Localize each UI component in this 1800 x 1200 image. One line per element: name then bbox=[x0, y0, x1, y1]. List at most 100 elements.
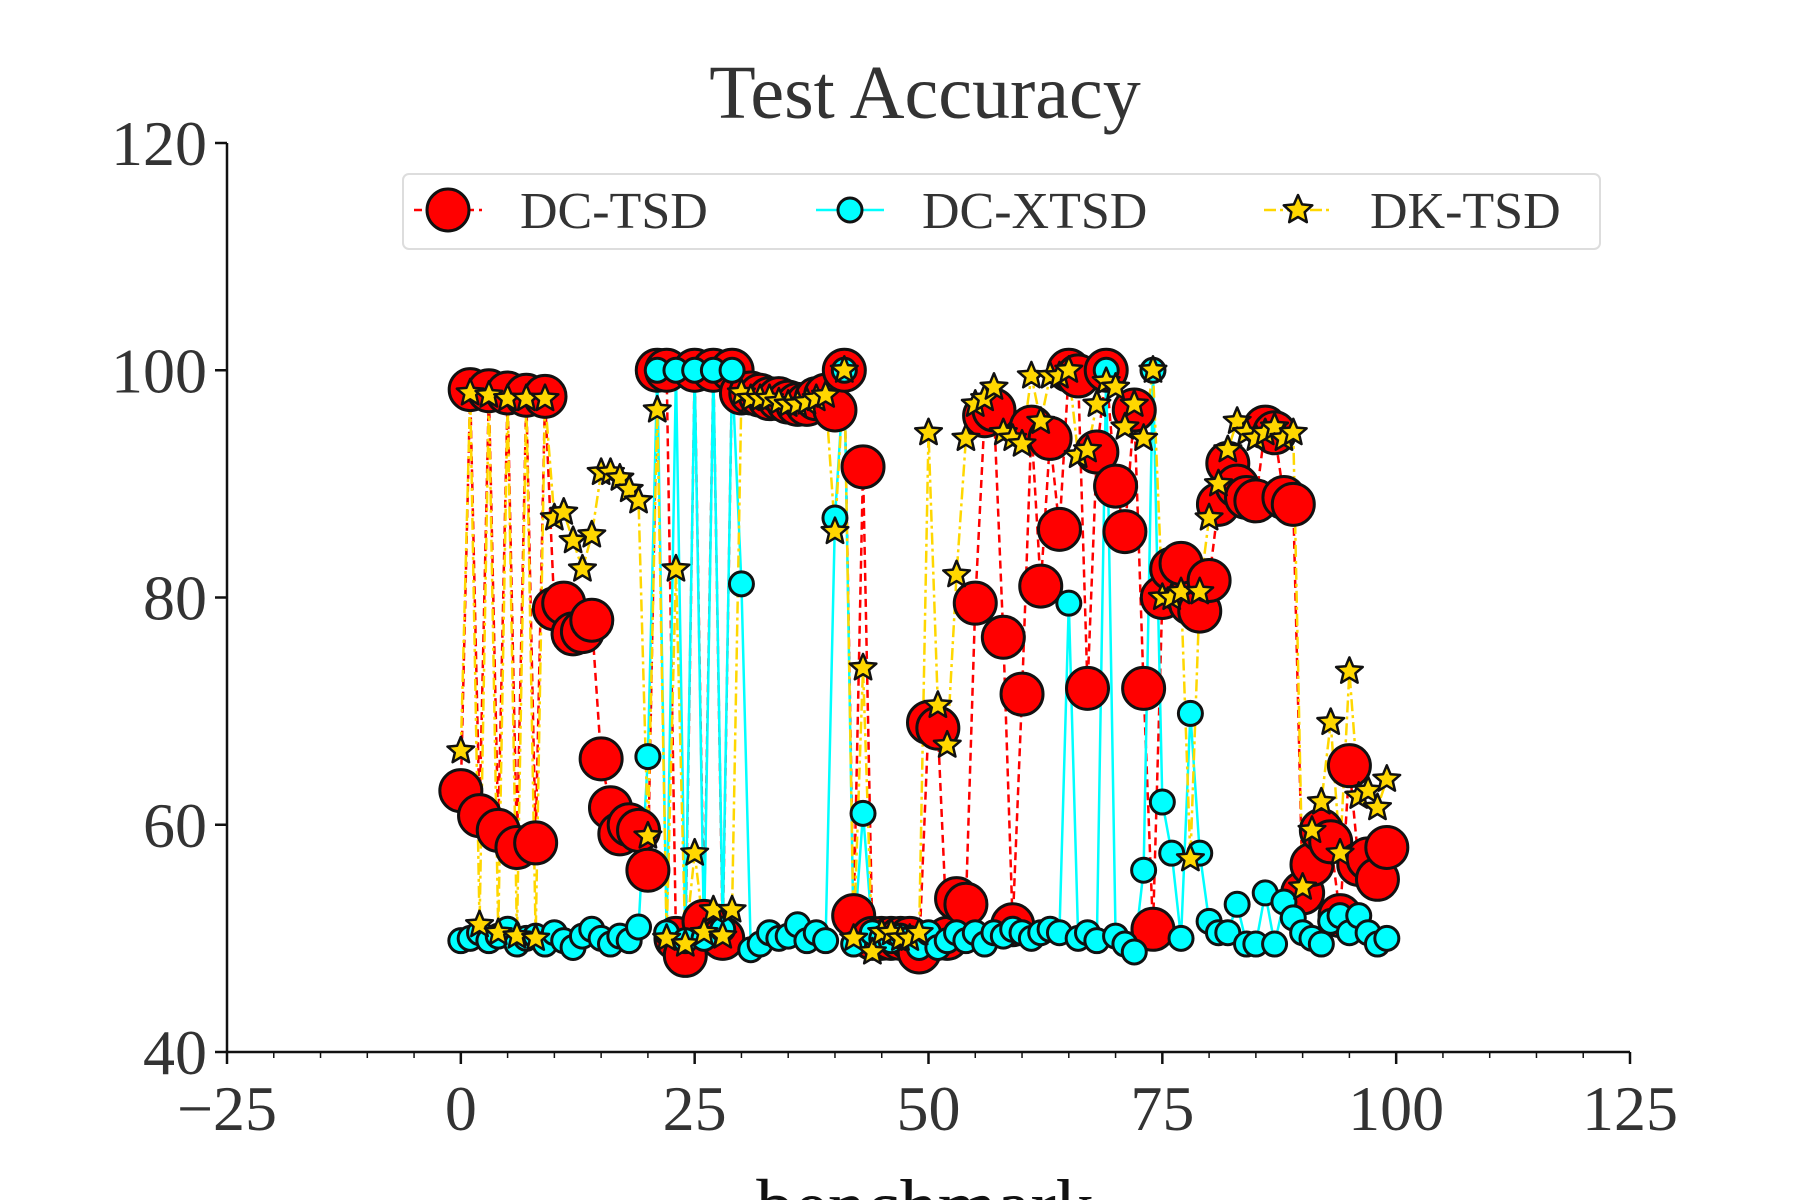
data-point bbox=[578, 736, 624, 782]
data-point bbox=[549, 497, 579, 525]
data-point bbox=[623, 485, 654, 514]
data-point bbox=[633, 820, 663, 849]
data-point bbox=[1176, 699, 1204, 727]
x-tick-label: 100 bbox=[1348, 1073, 1444, 1144]
data-point bbox=[1120, 938, 1148, 966]
data-point bbox=[1194, 502, 1224, 531]
axis-ticks: −25 0 25 50 75 100 125 40 60 80 100 120 bbox=[111, 108, 1678, 1144]
data-point bbox=[1110, 411, 1140, 440]
data-point bbox=[1362, 792, 1393, 821]
data-point bbox=[811, 380, 841, 408]
data-point bbox=[625, 913, 653, 941]
data-point bbox=[999, 671, 1045, 717]
data-point bbox=[840, 444, 886, 490]
data-point bbox=[521, 923, 551, 951]
legend-item-dc-tsd: DC-TSD bbox=[414, 183, 708, 240]
data-point bbox=[839, 923, 869, 951]
legend-label: DK-TSD bbox=[1370, 183, 1561, 240]
data-point bbox=[979, 372, 1009, 400]
data-point bbox=[812, 927, 840, 955]
data-point bbox=[717, 894, 747, 923]
data-point bbox=[569, 597, 615, 643]
legend-item-dk-tsd: DK-TSD bbox=[1264, 183, 1561, 240]
data-point bbox=[1167, 924, 1195, 952]
data-point bbox=[577, 519, 607, 548]
data-point bbox=[1148, 788, 1176, 816]
data-point bbox=[1129, 423, 1159, 451]
data-point bbox=[1072, 434, 1103, 463]
legend: DC-TSD DC-XTSD DK-TSD bbox=[402, 173, 1601, 250]
legend-label: DC-XTSD bbox=[922, 183, 1147, 240]
data-point bbox=[1138, 355, 1168, 383]
y-tick-label: 80 bbox=[143, 563, 207, 634]
legend-marker bbox=[425, 187, 471, 233]
data-point bbox=[1297, 815, 1327, 844]
data-point bbox=[1007, 428, 1037, 457]
data-point bbox=[530, 383, 560, 412]
data-point bbox=[857, 936, 887, 965]
data-point bbox=[1334, 656, 1364, 684]
data-point bbox=[829, 355, 859, 383]
data-point bbox=[1054, 355, 1084, 383]
y-tick-label: 100 bbox=[111, 335, 207, 406]
legend-marker bbox=[1282, 193, 1314, 224]
y-tick-label: 40 bbox=[143, 1017, 207, 1088]
x-tick-label: 75 bbox=[1130, 1073, 1194, 1144]
data-point bbox=[483, 917, 513, 946]
data-point bbox=[1121, 665, 1167, 711]
data-point bbox=[1119, 389, 1149, 417]
data-point bbox=[932, 729, 962, 758]
data-point bbox=[689, 917, 719, 946]
data-point bbox=[474, 380, 504, 408]
data-point bbox=[1055, 589, 1083, 617]
data-point bbox=[1102, 509, 1148, 555]
data-point bbox=[1306, 786, 1336, 815]
data-point bbox=[1278, 417, 1308, 446]
x-tick-label: −25 bbox=[177, 1073, 277, 1144]
data-point bbox=[1036, 506, 1082, 552]
data-point bbox=[1270, 481, 1316, 527]
data-point bbox=[446, 735, 476, 764]
data-point bbox=[952, 580, 998, 626]
series-markers-dk-tsd bbox=[446, 355, 1402, 965]
data-point bbox=[1223, 890, 1251, 918]
data-point bbox=[1288, 871, 1318, 900]
data-point bbox=[980, 614, 1026, 660]
data-point bbox=[708, 920, 738, 949]
x-tick-label: 0 bbox=[445, 1073, 477, 1144]
data-point bbox=[727, 570, 755, 598]
data-point bbox=[634, 743, 662, 771]
data-point bbox=[1203, 468, 1234, 497]
y-tick-label: 60 bbox=[143, 790, 207, 861]
data-point bbox=[951, 423, 981, 451]
data-point bbox=[502, 920, 532, 949]
data-point bbox=[642, 394, 672, 423]
data-point bbox=[913, 417, 944, 446]
data-point bbox=[670, 928, 700, 957]
data-point bbox=[1326, 743, 1372, 789]
x-axis-label: benchmark bbox=[756, 1165, 1094, 1200]
data-point bbox=[1316, 707, 1346, 736]
data-point bbox=[1372, 764, 1402, 792]
legend-item-dc-xtsd: DC-XTSD bbox=[816, 183, 1147, 240]
data-point bbox=[1307, 930, 1335, 958]
data-point bbox=[1175, 843, 1205, 872]
x-tick-label: 50 bbox=[897, 1073, 961, 1144]
x-tick-label: 125 bbox=[1582, 1073, 1678, 1144]
data-point bbox=[1130, 856, 1158, 884]
data-point bbox=[1325, 837, 1355, 866]
legend-label: DC-TSD bbox=[520, 183, 708, 240]
data-point bbox=[1261, 930, 1289, 958]
data-point bbox=[923, 690, 953, 719]
data-point bbox=[1373, 924, 1401, 952]
data-point bbox=[1101, 372, 1131, 400]
data-point bbox=[567, 553, 597, 582]
data-point bbox=[1026, 406, 1056, 434]
data-point bbox=[820, 516, 850, 545]
x-tick-label: 25 bbox=[663, 1073, 727, 1144]
data-point bbox=[849, 799, 877, 827]
y-tick-label: 120 bbox=[111, 108, 207, 179]
data-point bbox=[652, 923, 682, 951]
data-point bbox=[1185, 576, 1215, 605]
